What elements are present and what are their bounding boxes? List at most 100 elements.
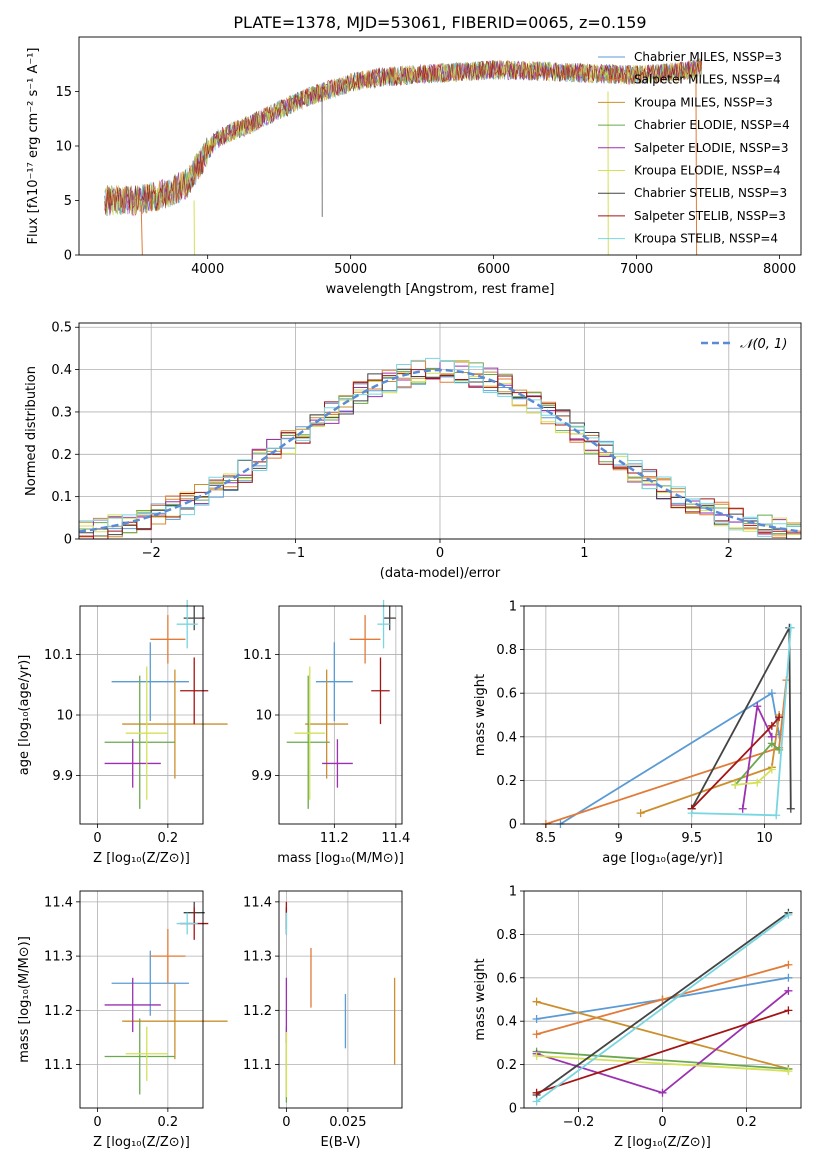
errorbar-point <box>322 739 353 788</box>
errorbar-point <box>111 950 189 1016</box>
axes-frame <box>79 890 204 1109</box>
legend-entry: Salpeter STELIB, NSSP=3 <box>634 209 786 223</box>
y-axis-label: age [log₁₀(age/yr)] <box>17 655 32 776</box>
spectrum-series-group <box>104 58 703 255</box>
x-axis-label: wavelength [Angstrom, rest frame] <box>326 282 555 297</box>
errorbar-point <box>104 739 161 788</box>
y-tick-label: 0.4 <box>496 1015 517 1030</box>
x-axis-label: Z [log₁₀(Z/Z⊙)] <box>93 1135 190 1150</box>
y-tick-label: 11.2 <box>44 1004 73 1019</box>
legend-entry: Chabrier STELIB, NSSP=3 <box>634 186 787 200</box>
errorbar-point <box>176 599 198 649</box>
y-tick-label: 0.8 <box>496 643 517 658</box>
errorbar-point <box>111 642 189 722</box>
series-marker <box>784 1006 793 1015</box>
panel-mass-vs-ebv: 0 0.025 11.1 11.2 11.3 11.4 E(B-V) <box>243 890 403 1150</box>
y-tick-label: 11.1 <box>243 1058 272 1073</box>
errorbar-point <box>377 599 390 649</box>
spectrum-line <box>104 59 703 213</box>
spectrum-edge-line <box>140 205 143 255</box>
y-tick-label: 0.2 <box>51 448 72 463</box>
y-tick-label: 15 <box>55 85 72 100</box>
x-tick-label: 0 <box>282 1115 290 1130</box>
series-marker <box>772 811 781 820</box>
x-axis-label: (data-model)/error <box>380 566 501 581</box>
x-tick-label: 9.5 <box>681 831 702 846</box>
x-tick-label: 8.5 <box>536 831 557 846</box>
errorbar-point <box>315 642 353 722</box>
series-marker <box>784 986 793 995</box>
series-marker <box>532 1030 541 1039</box>
axes-frame <box>278 890 403 1109</box>
y-tick-label: 0.4 <box>496 730 517 745</box>
legend-entry: 𝒩(0, 1) <box>740 337 787 352</box>
series-marker <box>784 973 793 982</box>
legend-entry: Kroupa MILES, NSSP=3 <box>634 95 773 109</box>
x-tick-label: 4000 <box>191 262 224 277</box>
histogram-steps <box>78 360 801 539</box>
y-tick-label: 0 <box>509 818 517 833</box>
errorbar-point <box>125 1026 168 1081</box>
errorbar-point <box>383 606 396 631</box>
y-axis-label: Normed distribution <box>24 366 39 496</box>
y-tick-label: 0.6 <box>496 971 517 986</box>
y-tick-label: 11.4 <box>44 895 73 910</box>
series-line <box>536 1009 789 1094</box>
series-marker <box>532 1051 541 1060</box>
y-tick-label: 10 <box>56 709 73 724</box>
errorbar-point <box>104 977 161 1033</box>
series-line <box>536 1000 789 1070</box>
series-marker <box>767 765 776 774</box>
x-tick-label: 1 <box>580 546 588 561</box>
y-tick-label: 1 <box>509 885 517 900</box>
y-axis-label: mass [log₁₀(M/M⊙)] <box>17 936 32 1063</box>
y-axis-label: Flux [fλ10⁻¹⁷ erg cm⁻² s⁻¹ A⁻¹] <box>26 48 41 245</box>
errorbar-point <box>286 675 330 809</box>
panel-age-vs-z: 0 0.2 9.9 10 10.1 Z [log₁₀(Z/Z⊙)] age [log₁₀(a… <box>17 599 228 866</box>
series-marker <box>767 689 776 698</box>
spectrum-line <box>104 58 703 216</box>
x-tick-label: 0 <box>436 546 444 561</box>
y-tick-label: 0 <box>509 1102 517 1117</box>
errorbar-point <box>122 983 228 1060</box>
errorbar-point <box>176 912 198 935</box>
x-tick-label: 0 <box>658 1115 666 1130</box>
errorbar-point <box>305 669 349 779</box>
series-marker <box>767 721 776 730</box>
axes-frame <box>278 605 403 825</box>
series-marker <box>786 623 795 632</box>
series-line <box>691 716 780 810</box>
series-marker <box>731 780 740 789</box>
y-axis-label: mass weight <box>473 958 488 1040</box>
x-tick-label: −2 <box>142 546 161 561</box>
y-tick-label: 10 <box>255 709 272 724</box>
x-axis-label: Z [log₁₀(Z/Z⊙)] <box>93 851 190 866</box>
y-axis-label: mass weight <box>473 674 488 756</box>
series-marker <box>753 778 762 787</box>
series-line <box>640 714 780 814</box>
axes-frame <box>78 322 802 540</box>
errorbar-point <box>180 657 209 725</box>
x-axis-label: mass [log₁₀(M/M⊙)] <box>277 851 404 866</box>
series-marker <box>784 960 793 969</box>
legend-entry: Chabrier MILES, NSSP=3 <box>634 50 782 64</box>
plot-area-residuals <box>78 357 802 540</box>
x-axis-label: Z [log₁₀(Z/Z⊙)] <box>614 1135 711 1150</box>
x-tick-label: 10 <box>756 831 773 846</box>
panel-spectrum: 4000 5000 6000 7000 8000 0 5 10 15 wavelength [An… <box>26 36 802 297</box>
y-tick-label: 0.4 <box>51 363 72 378</box>
spectrum-line <box>104 60 702 217</box>
series-line <box>536 911 789 1096</box>
y-tick-label: 11.3 <box>44 950 73 965</box>
plot-area-age-vs-mass <box>286 599 396 809</box>
series-marker <box>532 997 541 1006</box>
panel-mass-vs-z: 0 0.2 11.1 11.2 11.3 11.4 Z [log₁₀(Z/Z⊙)] mass … <box>17 890 228 1150</box>
errorbar-point <box>150 615 186 664</box>
series-line <box>536 1055 789 1072</box>
plot-area-mass-vs-z <box>104 901 228 1095</box>
y-tick-label: 9.9 <box>251 769 272 784</box>
y-tick-label: 11.4 <box>243 895 272 910</box>
spectrum-line <box>104 58 703 215</box>
y-tick-label: 10 <box>55 140 72 155</box>
